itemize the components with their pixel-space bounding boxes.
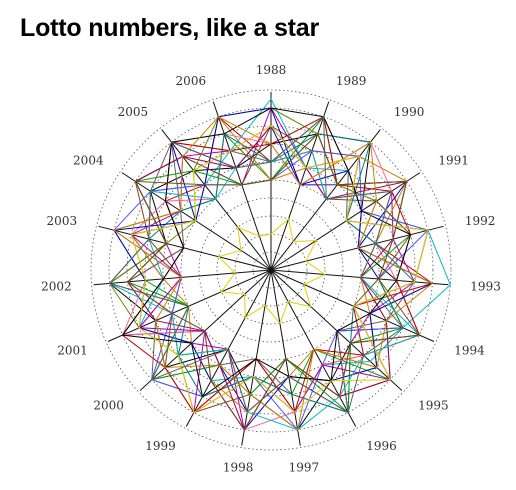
spoke-1991 bbox=[270, 172, 421, 271]
spoke-1990 bbox=[270, 129, 381, 271]
series-line-23 bbox=[126, 132, 421, 431]
axis-label-2002: 2002 bbox=[41, 280, 72, 294]
grid-ring-9 bbox=[108, 107, 434, 433]
axis-label-1993: 1993 bbox=[470, 280, 501, 294]
axis-label-1995: 1995 bbox=[418, 399, 449, 413]
spoke-1995 bbox=[270, 269, 403, 391]
radar-spokes bbox=[93, 92, 449, 446]
axis-label-1998: 1998 bbox=[223, 460, 254, 474]
axis-label-1997: 1997 bbox=[289, 460, 320, 474]
grid-ring-5 bbox=[180, 179, 362, 361]
axis-label-1999: 1999 bbox=[145, 439, 176, 453]
grid-ring-3 bbox=[216, 215, 326, 325]
axis-label-2006: 2006 bbox=[176, 74, 207, 88]
spoke-2005 bbox=[161, 129, 272, 271]
spoke-1997 bbox=[270, 269, 301, 446]
axis-label-1988: 1988 bbox=[256, 63, 287, 77]
series-line-17 bbox=[113, 107, 434, 431]
spoke-1996 bbox=[270, 269, 357, 427]
axis-label-1991: 1991 bbox=[438, 154, 469, 168]
series-line-13 bbox=[113, 150, 429, 431]
axis-label-2000: 2000 bbox=[93, 399, 124, 413]
spoke-2001 bbox=[107, 269, 272, 342]
series-line-9 bbox=[217, 217, 326, 325]
axis-labels: 1988 1989 1990 1991 1992 1993 1994 1995 1996 1997… bbox=[41, 63, 501, 474]
spoke-1994 bbox=[270, 269, 435, 342]
spoke-1993 bbox=[270, 269, 449, 286]
spoke-2002 bbox=[93, 269, 272, 286]
grid-ring-4 bbox=[198, 197, 344, 343]
spoke-1989 bbox=[270, 101, 330, 271]
series-line-25 bbox=[108, 115, 404, 414]
grid-ring-7 bbox=[144, 143, 398, 397]
series-line-21 bbox=[121, 107, 412, 398]
grid-ring-8 bbox=[126, 125, 416, 415]
spoke-2004 bbox=[121, 172, 272, 271]
spoke-2006 bbox=[212, 101, 272, 271]
axis-label-1989: 1989 bbox=[336, 74, 367, 88]
axis-label-1990: 1990 bbox=[394, 105, 425, 119]
series-line-20 bbox=[108, 150, 421, 431]
spoke-1999 bbox=[185, 269, 272, 427]
spoke-2003 bbox=[98, 225, 272, 271]
axis-label-2003: 2003 bbox=[47, 214, 78, 228]
axis-label-1996: 1996 bbox=[366, 439, 397, 453]
spoke-1998 bbox=[241, 269, 272, 446]
radar-series bbox=[108, 98, 451, 432]
axis-label-1992: 1992 bbox=[465, 214, 496, 228]
series-line-24 bbox=[130, 125, 429, 414]
spoke-2000 bbox=[139, 269, 272, 391]
series-line-22 bbox=[112, 116, 434, 431]
axis-label-2005: 2005 bbox=[118, 105, 149, 119]
axis-label-2001: 2001 bbox=[57, 343, 88, 357]
grid-ring-10 bbox=[90, 89, 452, 451]
axis-label-2004: 2004 bbox=[73, 154, 104, 168]
spoke-1992 bbox=[270, 225, 444, 271]
series-line-15 bbox=[108, 132, 416, 414]
chart-title: Lotto numbers, like a star bbox=[20, 14, 320, 42]
axis-label-1994: 1994 bbox=[454, 343, 485, 357]
